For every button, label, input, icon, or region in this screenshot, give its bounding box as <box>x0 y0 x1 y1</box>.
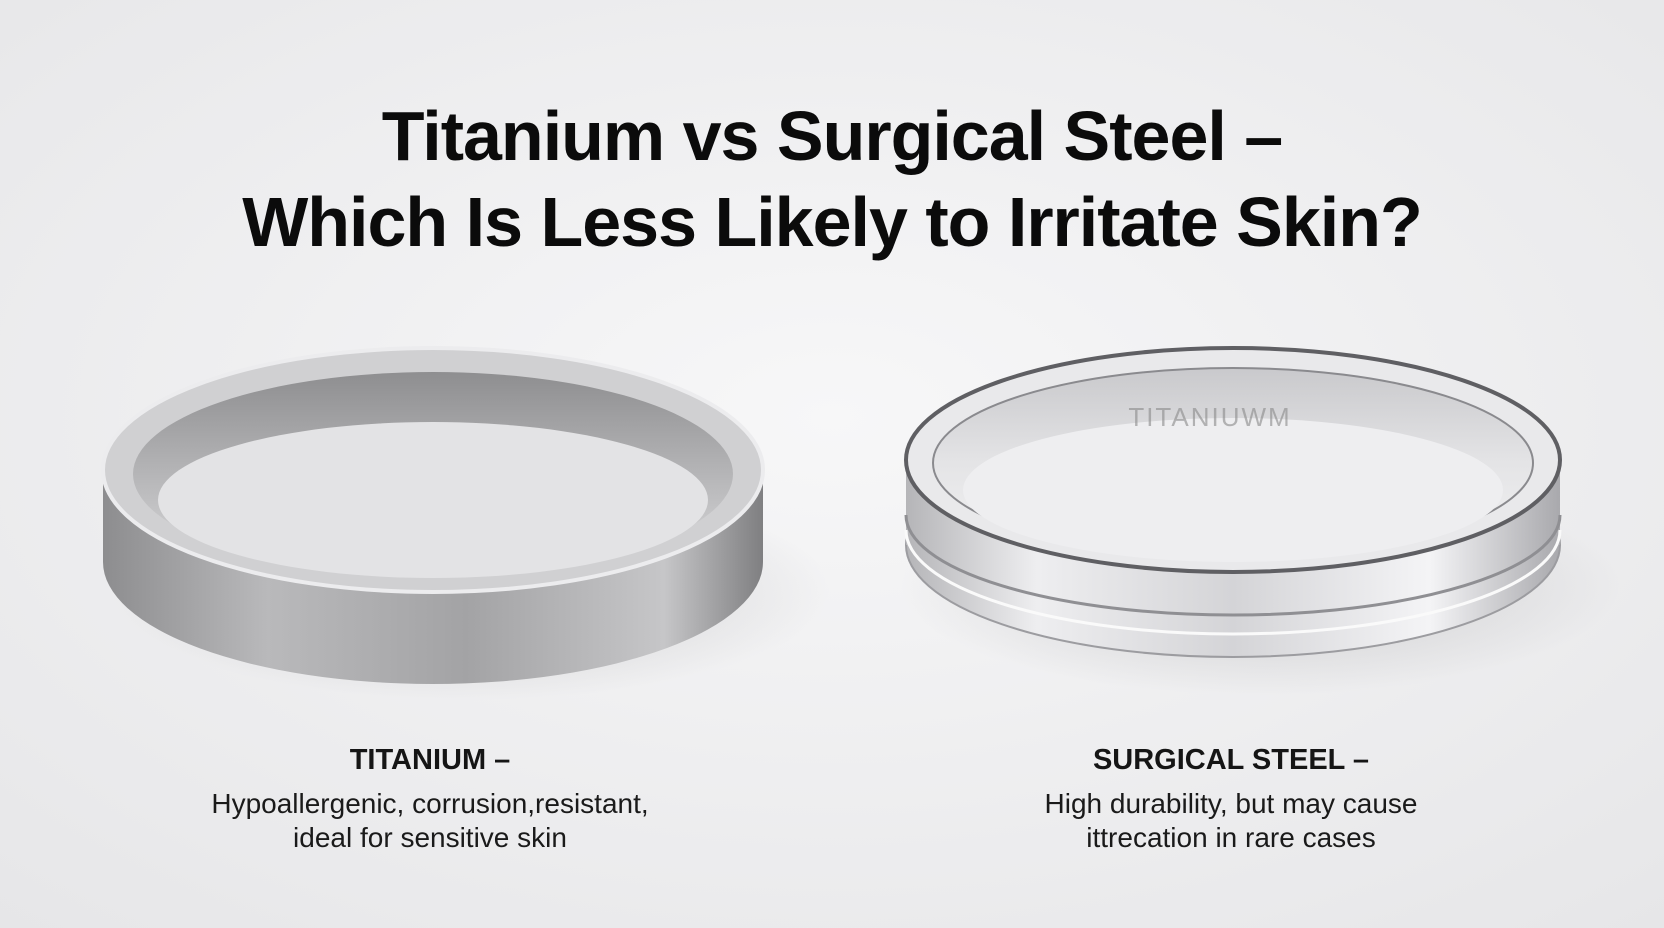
steel-ring: TITANIUWM <box>900 346 1620 695</box>
ring-description: ittrecation in rare cases <box>1086 822 1375 853</box>
title-line: Titanium vs Surgical Steel – <box>382 97 1283 175</box>
title-line: Which Is Less Likely to Irritate Skin? <box>242 183 1422 261</box>
ring-description: ideal for sensitive skin <box>293 822 567 853</box>
titanium-ring <box>101 346 830 700</box>
ring-label: TITANIUM – <box>350 744 511 776</box>
ring-label: SURGICAL STEEL – <box>1093 744 1369 776</box>
ring-description: High durability, but may cause <box>1045 788 1418 819</box>
engraving: TITANIUWM <box>1128 402 1291 432</box>
ring-description: Hypoallergenic, corrusion,resistant, <box>211 788 648 819</box>
